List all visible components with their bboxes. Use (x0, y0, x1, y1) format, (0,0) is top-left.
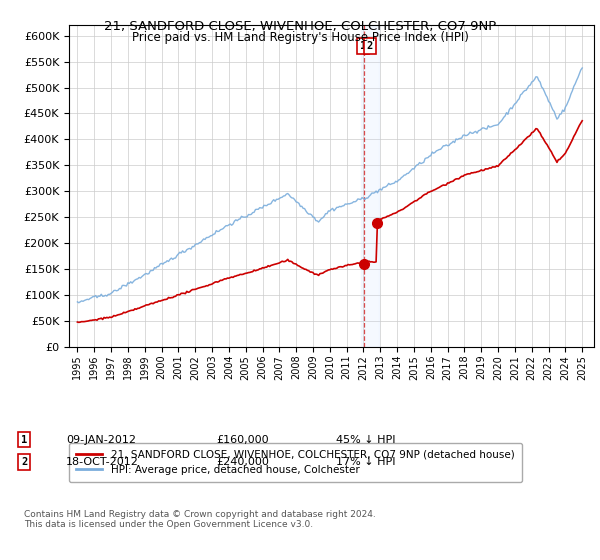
Text: 09-JAN-2012: 09-JAN-2012 (66, 435, 136, 445)
Text: £160,000: £160,000 (216, 435, 269, 445)
Text: Price paid vs. HM Land Registry's House Price Index (HPI): Price paid vs. HM Land Registry's House … (131, 31, 469, 44)
Text: Contains HM Land Registry data © Crown copyright and database right 2024.
This d: Contains HM Land Registry data © Crown c… (24, 510, 376, 529)
Text: 45% ↓ HPI: 45% ↓ HPI (336, 435, 395, 445)
Text: 2: 2 (21, 457, 27, 467)
Text: 1: 1 (360, 41, 366, 51)
Text: 2: 2 (367, 41, 373, 51)
Text: £240,000: £240,000 (216, 457, 269, 467)
Legend: 21, SANDFORD CLOSE, WIVENHOE, COLCHESTER, CO7 9NP (detached house), HPI: Average: 21, SANDFORD CLOSE, WIVENHOE, COLCHESTER… (69, 442, 521, 482)
Text: 17% ↓ HPI: 17% ↓ HPI (336, 457, 395, 467)
Text: 21, SANDFORD CLOSE, WIVENHOE, COLCHESTER, CO7 9NP: 21, SANDFORD CLOSE, WIVENHOE, COLCHESTER… (104, 20, 496, 32)
Text: 18-OCT-2012: 18-OCT-2012 (66, 457, 139, 467)
Bar (361, 25, 379, 347)
Text: 1: 1 (21, 435, 27, 445)
